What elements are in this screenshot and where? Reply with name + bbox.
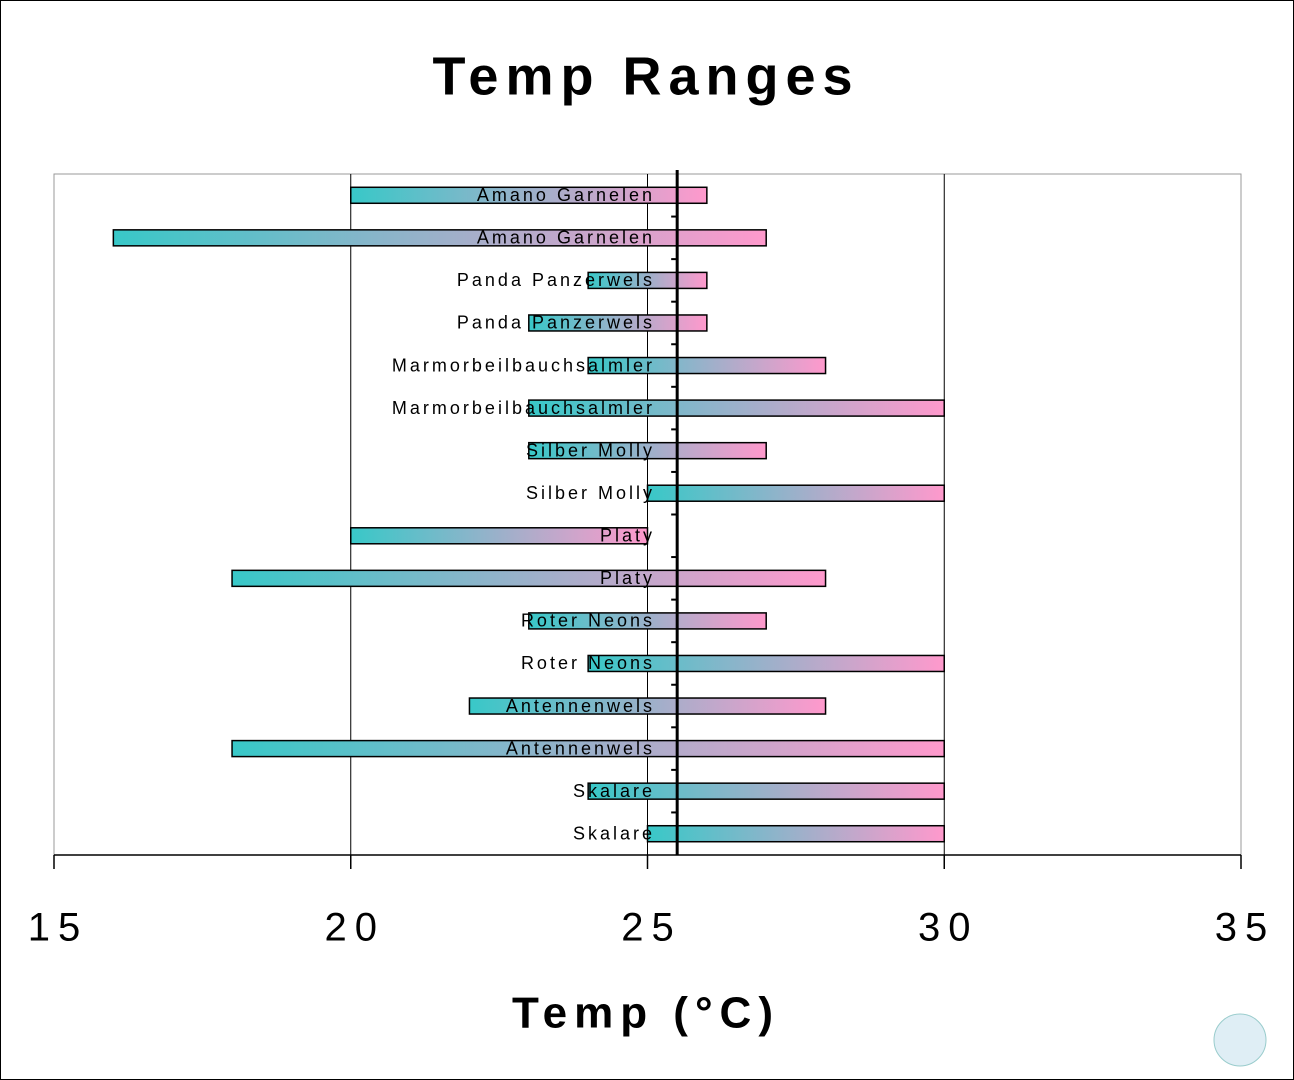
range-bar (231, 569, 827, 588)
range-bar (528, 399, 945, 417)
range-bar (646, 824, 945, 843)
chart-title: Temp Ranges (432, 46, 859, 106)
x-tick-label: 30 (918, 906, 979, 950)
category-label: Amano Garnelen (477, 185, 655, 205)
category-label: Panda Panzerwels (457, 270, 655, 290)
category-label: Antennenwels (506, 696, 655, 716)
range-bar (646, 484, 945, 502)
category-label: Skalare (573, 781, 655, 801)
category-label: Amano Garnelen (477, 228, 655, 248)
range-bar (350, 527, 649, 545)
range-bar (350, 186, 708, 205)
range-bar (587, 356, 827, 375)
range-bar (468, 697, 827, 715)
x-tick-label: 25 (621, 906, 682, 950)
category-label: Marmorbeilbauchsalmler (392, 355, 655, 375)
category-label: Marmorbeilbauchsalmler (392, 398, 655, 418)
category-label: Platy (600, 568, 655, 588)
range-bar (112, 229, 767, 247)
logo (1213, 1013, 1267, 1067)
category-label: Roter Neons (521, 653, 655, 673)
category-label: Silber Molly (526, 440, 655, 460)
range-bar (528, 612, 767, 630)
category-label: Skalare (573, 823, 655, 843)
category-label: Platy (600, 526, 655, 546)
x-tick-label: 35 (1215, 906, 1276, 950)
x-axis-label: Temp (°C) (512, 989, 780, 1038)
category-label: Panda Panzerwels (457, 313, 655, 333)
category-label: Roter Neons (521, 611, 655, 631)
range-bar (528, 441, 767, 460)
x-tick-label: 15 (28, 906, 89, 950)
x-tick-label: 20 (325, 906, 386, 950)
category-label: Antennenwels (506, 738, 655, 758)
range-bar (231, 739, 946, 758)
range-bar (528, 314, 708, 332)
category-label: Silber Molly (526, 483, 655, 503)
